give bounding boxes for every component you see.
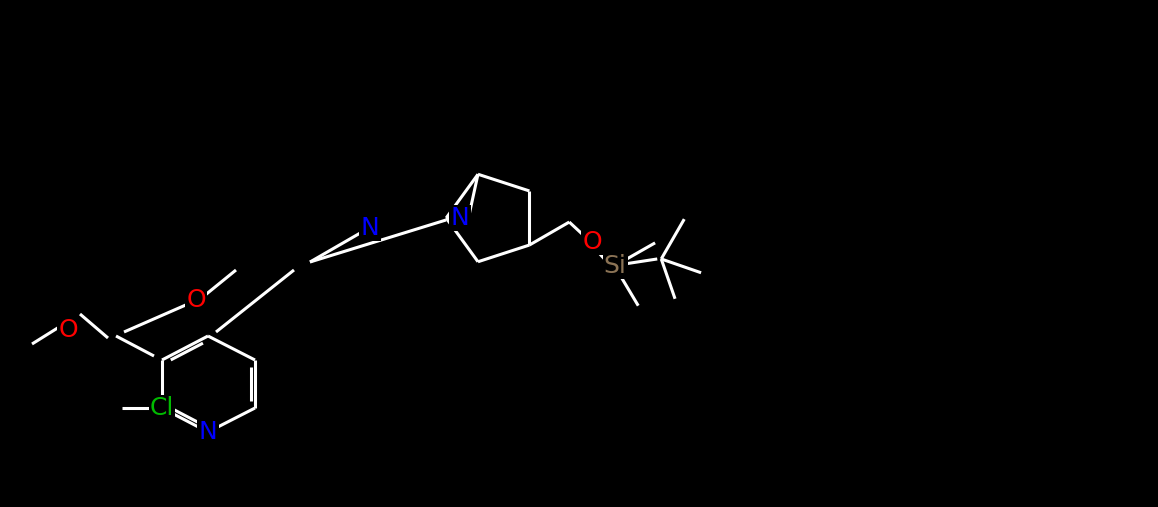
Text: Si: Si xyxy=(603,254,626,278)
Text: Cl: Cl xyxy=(149,396,174,420)
Text: N: N xyxy=(199,420,218,444)
Text: N: N xyxy=(450,206,469,230)
Text: O: O xyxy=(58,318,78,342)
Text: O: O xyxy=(186,288,206,312)
Text: O: O xyxy=(582,230,602,254)
Text: N: N xyxy=(360,216,380,240)
